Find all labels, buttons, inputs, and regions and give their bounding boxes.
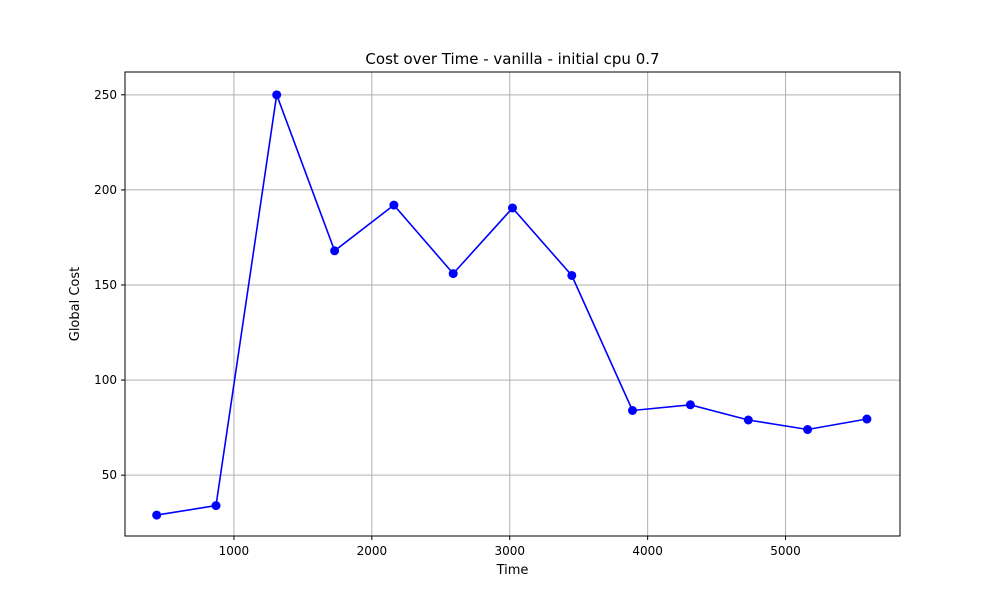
- x-tick-label: 2000: [357, 544, 388, 558]
- data-point: [389, 200, 399, 210]
- x-tick-label: 1000: [219, 544, 250, 558]
- series-layer: [152, 90, 872, 520]
- y-axis-label: Global Cost: [68, 267, 83, 342]
- data-point: [803, 425, 813, 435]
- grid: [125, 72, 900, 536]
- y-tick-label: 100: [94, 373, 117, 387]
- x-axis: 1000 2000 3000 4000 5000: [219, 536, 801, 558]
- data-point: [743, 415, 753, 425]
- series-line: [156, 94, 868, 516]
- data-point: [862, 414, 872, 424]
- data-point: [685, 400, 695, 410]
- data-point: [627, 405, 637, 415]
- data-point: [152, 510, 162, 520]
- y-tick-label: 200: [94, 183, 117, 197]
- data-point: [330, 246, 340, 256]
- y-axis: 50 100 150 200 250: [94, 88, 125, 482]
- x-tick-label: 5000: [770, 544, 801, 558]
- data-point: [448, 269, 458, 279]
- data-point: [211, 501, 221, 511]
- x-axis-label: Time: [496, 563, 529, 578]
- y-tick-label: 150: [94, 278, 117, 292]
- y-tick-label: 50: [102, 468, 117, 482]
- y-tick-label: 250: [94, 88, 117, 102]
- data-point: [508, 203, 517, 213]
- x-tick-label: 4000: [632, 544, 663, 558]
- x-tick-label: 3000: [494, 544, 525, 558]
- chart-title: Cost over Time - vanilla - initial cpu 0…: [365, 50, 659, 68]
- plot-frame: [124, 71, 901, 537]
- data-point: [567, 270, 577, 280]
- data-point: [272, 90, 282, 100]
